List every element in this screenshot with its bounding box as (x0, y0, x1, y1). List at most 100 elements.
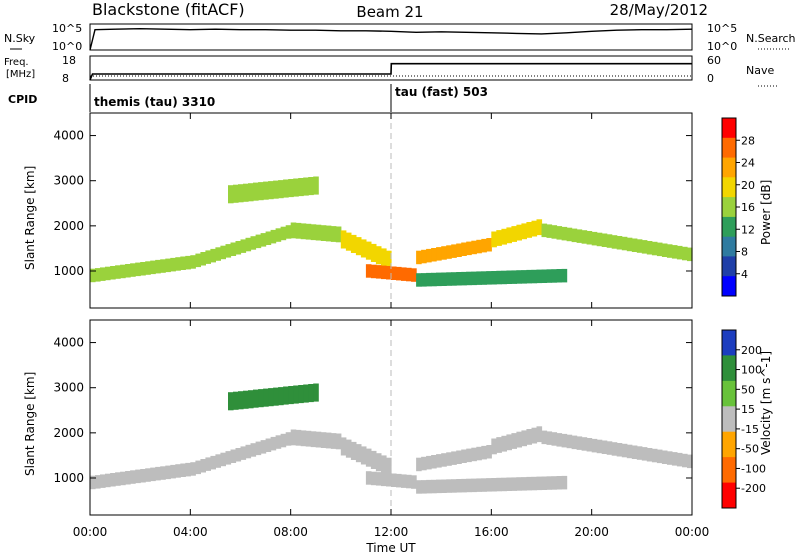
power-cells-band-1-cell (225, 244, 232, 258)
y-tick-label: 1000 (53, 471, 84, 485)
velocity-cells-band-7-cell (596, 439, 603, 454)
power-cells-band-7-cell (616, 236, 623, 250)
velocity-panel: 1000 2000 3000 4000 Slant Range [km] (23, 319, 693, 516)
colorbar-swatch (722, 216, 736, 238)
velocity-cells-band-7-cell (551, 432, 558, 446)
velocity-cells-band-7-cell (626, 444, 633, 459)
station-title: Blackstone (fitACF) (92, 0, 245, 19)
power-cells-band-8-cell (303, 177, 309, 196)
velocity-cells-band-3-cell (340, 437, 347, 456)
x-axis-title: Time UT (365, 541, 416, 554)
colorbar-tick-label: -100 (741, 462, 766, 475)
power-cells-band-1-cell (230, 242, 237, 256)
velocity-cells-band-4-cell (386, 473, 392, 487)
colorbar-swatch (722, 380, 736, 407)
freq-panel: Freq. [MHz] 18 8 60 0 Nave (4, 54, 778, 87)
power-cells-band-7-cell (611, 235, 618, 249)
power-cells-band-3-cell (370, 243, 377, 262)
velocity-cells-band-2-cell (305, 430, 312, 447)
velocity-cells-band-1-cell (210, 455, 216, 470)
colorbar-frame (721, 329, 737, 509)
velocity-cells-band-6-cell (491, 438, 497, 455)
power-cells-band-5-cell (461, 242, 467, 256)
velocity-cells-band-7-cell (581, 437, 588, 451)
power-cells-band-0-cell (105, 266, 111, 281)
velocity-cells-band-5-cell (446, 452, 452, 466)
power-cells-band-9-cell (416, 273, 422, 287)
colorbar-swatch (722, 330, 736, 356)
freq-tick-bottom: 8 (62, 72, 69, 85)
power-cells-band-4-cell (391, 266, 397, 280)
power-echo-cells (90, 176, 693, 287)
velocity-cells-band-4-cell (370, 471, 377, 486)
colorbar-tick-label: 12 (741, 223, 755, 236)
power-cells-band-9-cell (466, 271, 472, 286)
velocity-cells-band-9-cell (511, 477, 517, 491)
x-tick-label: 16:00 (474, 525, 509, 539)
power-cells-band-7-cell (556, 226, 563, 240)
colorbar-swatch (722, 118, 736, 139)
velocity-cells-band-9-cell (441, 479, 447, 493)
velocity-cells-band-0-cell (90, 475, 96, 490)
power-cells-band-1-cell (215, 247, 221, 261)
velocity-cells-band-3-cell (355, 444, 362, 463)
velocity-cells-band-3-cell (345, 439, 352, 458)
power-cells-band-7-cell (641, 240, 648, 254)
velocity-cells-band-4-cell (365, 471, 372, 485)
velocity-cells-band-0-cell (160, 466, 166, 480)
power-cells-band-0-cell (120, 264, 126, 279)
power-cells-band-0-cell (130, 263, 136, 277)
power-cells-band-7-cell (551, 225, 558, 239)
velocity-cells-band-4-cell (401, 474, 407, 488)
velocity-cells-band-6-cell (526, 429, 532, 445)
nsky-tick-bottom: 10^0 (52, 40, 82, 53)
power-cells-band-9-cell (456, 272, 462, 286)
power-cells-band-9-cell (516, 270, 522, 284)
velocity-cells-band-0-cell (175, 464, 181, 478)
colorbar-tick-label: 24 (741, 157, 755, 170)
power-cells-band-7-cell (646, 241, 653, 255)
power-cells-band-8-cell (298, 178, 304, 197)
velocity-cells-band-5-cell (421, 456, 427, 471)
velocity-cells-band-4-cell (406, 474, 412, 489)
velocity-cells-band-7-cell (611, 442, 618, 456)
velocity-cells-band-1-cell (240, 446, 247, 460)
velocity-cells-band-7-cell (576, 436, 583, 450)
freq-frame (89, 55, 693, 81)
velocity-cells-band-7-cell (586, 438, 593, 452)
power-cells-band-8-cell (248, 183, 254, 202)
power-cells-band-7-cell (591, 231, 598, 246)
velocity-cells-band-4-cell (396, 473, 402, 488)
velocity-cells-band-5-cell (416, 457, 422, 472)
power-cells-band-5-cell (451, 244, 457, 258)
power-cells-band-5-cell (481, 238, 487, 253)
power-cells-band-1-cell (245, 237, 252, 252)
power-cells-band-9-cell (536, 269, 543, 284)
velocity-cells-band-0-cell (135, 469, 141, 484)
velocity-cells-band-9-cell (506, 477, 512, 491)
colorbar-swatch (722, 355, 736, 382)
power-cells-band-7-cell (626, 237, 633, 252)
velocity-cells-band-7-cell (687, 454, 693, 469)
velocity-cells-band-8-cell (258, 389, 264, 408)
power-cells-band-5-cell (426, 248, 432, 263)
power-cells-band-5-cell (456, 243, 462, 257)
power-cells-band-0-cell (160, 259, 166, 273)
velocity-cells-band-3-cell (360, 446, 367, 465)
velocity-cells-band-7-cell (671, 452, 678, 466)
velocity-cells-band-7-cell (636, 446, 643, 460)
date-title: 28/May/2012 (610, 1, 708, 19)
velocity-echo-cells (90, 383, 693, 494)
colorbar-tick-label: -15 (741, 423, 759, 436)
power-cells-band-5-cell (476, 239, 482, 254)
power-cells-band-9-cell (451, 272, 457, 286)
power-cells-band-0-cell (90, 268, 96, 283)
velocity-cells-band-3-cell (381, 455, 387, 474)
power-cells-band-0-cell (180, 256, 186, 270)
velocity-cells-band-1-cell (280, 433, 287, 448)
nave-tick-top: 60 (707, 54, 721, 67)
power-y-title: Slant Range [km] (23, 166, 37, 270)
power-cells-band-8-cell (233, 184, 239, 203)
velocity-cells-band-9-cell (501, 477, 507, 492)
